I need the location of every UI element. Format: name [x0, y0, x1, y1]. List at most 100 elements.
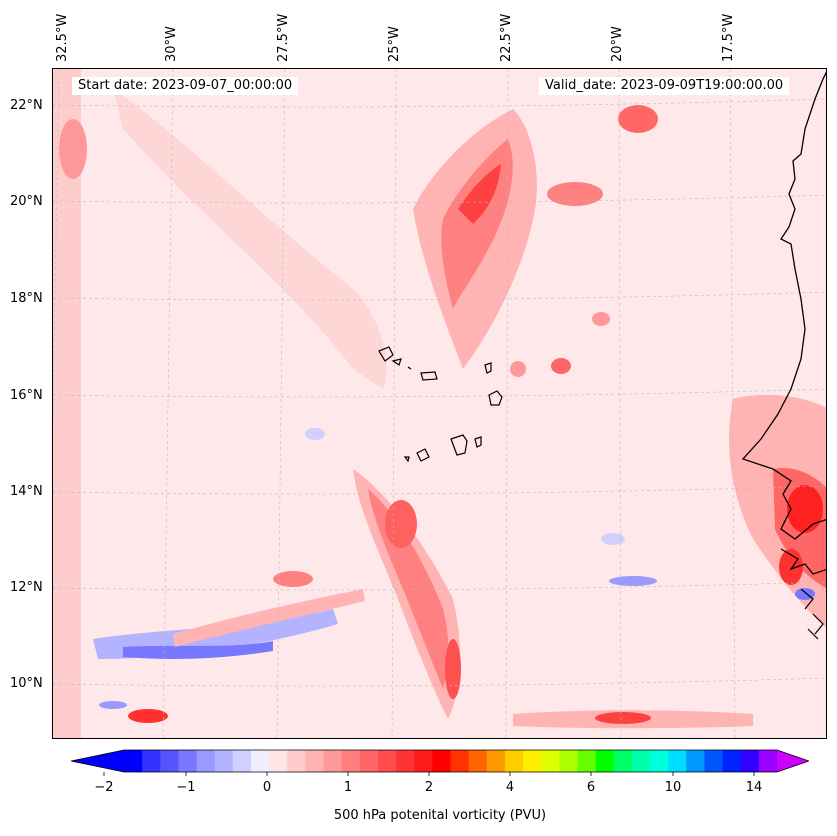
- longitude-label: 32.5°W: [55, 13, 70, 62]
- longitude-label: 27.5°W: [276, 13, 291, 62]
- island-outline: [474, 436, 482, 448]
- colorbar-segment: [486, 750, 506, 772]
- longitude-label: 20°W: [610, 26, 625, 62]
- pv-region: [510, 361, 526, 377]
- pv-region: [173, 589, 365, 647]
- colorbar-segment: [722, 750, 742, 772]
- colorbar-segment: [559, 750, 578, 772]
- island-outline: [416, 448, 430, 462]
- colorbar-segment: [377, 750, 397, 772]
- pv-region: [609, 576, 657, 586]
- colorbar-segment: [631, 750, 651, 772]
- pv-region: [592, 312, 610, 326]
- guinea-coastline: [780, 548, 826, 640]
- latitude-label: 12°N: [10, 580, 43, 595]
- latitude-label: 22°N: [10, 98, 43, 113]
- colorbar-segment: [323, 750, 343, 772]
- parallel-line: [53, 194, 826, 204]
- colorbar-segment: [450, 750, 470, 772]
- island-outline: [407, 366, 412, 370]
- colorbar-segment: [414, 750, 433, 772]
- colorbar-under-arrow: [71, 750, 124, 772]
- longitude-label: 17.5°W: [721, 13, 736, 62]
- meridian-line: [162, 69, 174, 738]
- longitude-label: 25°W: [387, 26, 402, 62]
- colorbar-segment: [142, 750, 161, 772]
- cape-verde-islands: [378, 346, 503, 463]
- meridian-line: [729, 69, 736, 738]
- colorbar-segment: [196, 750, 216, 772]
- island-outline: [484, 362, 492, 374]
- colorbar: [71, 749, 809, 776]
- island-outline: [420, 371, 438, 381]
- pv-region: [99, 701, 127, 709]
- latitude-label: 20°N: [10, 194, 43, 209]
- colorbar-segment: [250, 750, 270, 772]
- island-outline: [403, 456, 410, 463]
- start-date-label: Start date: 2023-09-07_00:00:00: [72, 77, 299, 95]
- colorbar-segment: [124, 750, 143, 772]
- colorbar-segment: [160, 750, 179, 772]
- colorbar-segment: [178, 750, 198, 772]
- pv-region: [113, 89, 387, 389]
- colorbar-tick-label: 2: [424, 780, 434, 795]
- colorbar-segment: [577, 750, 597, 772]
- colorbar-tick-label: 10: [664, 780, 682, 795]
- meridian-line: [505, 69, 509, 738]
- parallel-line: [53, 98, 826, 108]
- parallel-line: [53, 388, 826, 398]
- pv-region: [385, 500, 417, 548]
- colorbar-segment: [396, 750, 415, 772]
- colorbar-segment: [468, 750, 488, 772]
- pv-region: [601, 533, 625, 545]
- pv-region: [618, 105, 658, 133]
- pv-region: [53, 69, 81, 738]
- colorbar-segment: [686, 750, 705, 772]
- island-outline: [488, 390, 503, 406]
- island-outline: [450, 434, 468, 456]
- colorbar-segment: [359, 750, 379, 772]
- island-outline: [378, 346, 394, 362]
- colorbar-segment: [740, 750, 760, 772]
- pv-region: [787, 485, 823, 533]
- colorbar-segment: [523, 750, 542, 772]
- colorbar-segment: [758, 750, 778, 772]
- pv-region: [305, 428, 325, 440]
- latitude-label: 18°N: [10, 291, 43, 306]
- colorbar-segment: [541, 750, 560, 772]
- pv-region: [59, 119, 87, 179]
- colorbar-segment: [287, 750, 306, 772]
- island-outline: [391, 358, 402, 366]
- pv-region: [445, 639, 461, 699]
- meridian-line: [391, 69, 397, 738]
- colorbar-segment: [269, 750, 288, 772]
- latitude-label: 10°N: [10, 676, 43, 691]
- parallel-line: [53, 291, 826, 301]
- longitude-label: 22.5°W: [499, 13, 514, 62]
- colorbar-outline: [71, 749, 809, 773]
- colorbar-label: 500 hPa potenital vorticity (PVU): [333, 808, 547, 823]
- colorbar-segment: [668, 750, 687, 772]
- pv-region: [547, 182, 603, 206]
- pv-region: [551, 358, 571, 374]
- colorbar-tick-label: −2: [94, 780, 114, 795]
- map-panel: [52, 68, 827, 739]
- parallel-line: [53, 581, 826, 591]
- colorbar-tick-label: 0: [262, 780, 272, 795]
- colorbar-tick-label: −1: [176, 780, 196, 795]
- latitude-label: 14°N: [10, 484, 43, 499]
- meridian-line: [276, 69, 286, 738]
- latitude-label: 16°N: [10, 388, 43, 403]
- pv-region: [123, 641, 273, 659]
- pv-region: [128, 709, 168, 723]
- meridian-line: [618, 69, 622, 738]
- colorbar-segment: [613, 750, 633, 772]
- colorbar-segment: [504, 750, 524, 772]
- colorbar-segment: [232, 750, 252, 772]
- colorbar-segment: [704, 750, 724, 772]
- pv-region: [458, 164, 501, 224]
- colorbar-segment: [650, 750, 669, 772]
- pv-contour-map: [53, 69, 826, 738]
- africa-coastline: [741, 71, 826, 540]
- colorbar-over-arrow: [777, 750, 809, 772]
